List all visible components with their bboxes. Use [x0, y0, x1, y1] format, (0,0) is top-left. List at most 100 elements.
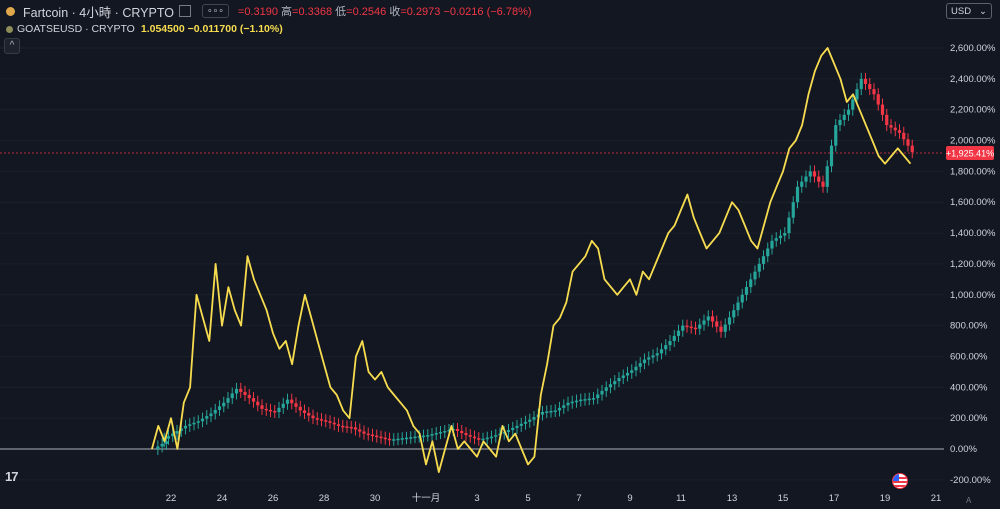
candle-body	[358, 429, 362, 432]
candle-body	[897, 130, 902, 133]
candle-body	[379, 436, 383, 439]
candle-body	[455, 428, 460, 432]
candle-body	[783, 233, 787, 236]
change-value: −0.0216 (−6.78%)	[443, 6, 532, 18]
candle-body	[307, 413, 311, 416]
candle-body	[196, 421, 200, 423]
candle-body	[770, 240, 774, 249]
candle-body	[706, 316, 710, 321]
candle-body	[808, 171, 812, 177]
candle-body	[506, 429, 511, 433]
candle-body	[676, 330, 681, 336]
candle-body	[230, 393, 234, 399]
candle-body	[893, 127, 897, 131]
candle-body	[200, 418, 205, 422]
candle-body	[417, 436, 421, 438]
candle-body	[485, 437, 489, 440]
more-options-button[interactable]: ∘∘∘	[201, 4, 229, 18]
candle-body	[328, 421, 332, 423]
candle-body	[213, 409, 217, 414]
candle-body	[685, 325, 689, 328]
candle-body	[387, 438, 392, 441]
x-tick-label: 13	[727, 493, 738, 504]
candle-body	[192, 422, 196, 425]
candle-body	[715, 321, 719, 327]
symbol-title[interactable]: Fartcoin · 4小時 · CRYPTO	[23, 5, 174, 20]
candle-body	[821, 181, 825, 187]
candle-body	[477, 438, 481, 440]
candle-body	[719, 326, 723, 332]
candle-body	[234, 388, 239, 394]
candle-body	[413, 436, 417, 439]
time-axis[interactable]: 22 24 26 28 30 十一月 3 5 7 9 11 13 15 17 19 21	[166, 492, 942, 504]
candle-body	[838, 119, 842, 126]
compare-value: 1.054500 −0.011700 (−1.10%)	[140, 23, 283, 35]
candle-body	[642, 359, 647, 364]
compare-symbol-icon	[6, 25, 13, 33]
chevron-down-icon: ⌄	[979, 5, 987, 17]
candle-body	[205, 416, 209, 419]
candle-body	[447, 429, 451, 432]
candle-body	[817, 176, 821, 182]
high-value: =0.3368	[292, 6, 333, 18]
candle-body	[383, 437, 387, 440]
candle-body	[392, 439, 396, 441]
x-tick-label: 28	[319, 493, 330, 504]
candle-body	[630, 370, 634, 373]
candle-body	[591, 398, 596, 400]
candle-body	[583, 399, 587, 401]
candle-body	[370, 434, 375, 437]
candle-body	[574, 400, 579, 403]
candle-body	[638, 363, 642, 367]
x-tick-label: 26	[268, 493, 279, 504]
candle-body	[651, 355, 655, 358]
candle-body	[160, 443, 164, 447]
candle-body	[702, 320, 706, 325]
tradingview-logo-icon[interactable]: 17	[5, 469, 19, 484]
y-tick-label: -200.00%	[950, 475, 991, 486]
candle-body	[362, 431, 366, 434]
candle-body	[179, 428, 183, 432]
auto-scale-button[interactable]: A	[966, 496, 972, 505]
candle-body	[732, 310, 736, 318]
candle-body	[889, 125, 893, 128]
y-tick-label: 0.00%	[950, 444, 977, 455]
candle-body	[264, 408, 268, 411]
candle-body	[668, 341, 672, 346]
currency-select[interactable]: USD ⌄	[946, 3, 992, 19]
x-tick-label: 7	[576, 493, 581, 504]
symbol-legend[interactable]: Fartcoin · 4小時 · CRYPTO ∘∘∘ =0.3190 高=0.…	[6, 2, 532, 20]
candle-body	[375, 435, 379, 438]
candle-body	[791, 202, 795, 218]
candle-body	[472, 436, 477, 439]
compare-legend[interactable]: GOATSEUSD · CRYPTO 1.054500 −0.011700 (−…	[6, 20, 283, 38]
x-tick-label: 19	[880, 493, 891, 504]
candle-body	[744, 287, 749, 295]
x-tick-label: 11	[676, 493, 686, 504]
candle-body	[156, 446, 160, 449]
x-tick-label: 十一月	[412, 492, 441, 504]
open-label: =	[237, 6, 245, 18]
candle-body	[608, 384, 613, 388]
x-tick-label: 24	[217, 493, 228, 504]
us-flag-icon[interactable]	[892, 473, 908, 489]
currency-label: USD	[951, 5, 972, 17]
y-tick-label: 2,200.00%	[950, 105, 996, 116]
candle-body	[494, 435, 498, 437]
y-tick-label: 2,600.00%	[950, 43, 996, 54]
candle-body	[859, 78, 863, 90]
candle-body	[528, 419, 532, 422]
collapse-legend-button[interactable]: ^	[4, 38, 20, 54]
candle-body	[600, 390, 604, 395]
y-tick-label: 1,000.00%	[950, 290, 996, 301]
candle-body	[409, 437, 413, 439]
candle-body	[863, 78, 868, 84]
candle-body	[851, 99, 855, 110]
candle-body	[757, 263, 761, 272]
candle-body	[532, 417, 536, 420]
price-axis[interactable]: 2,600.00% 2,400.00% 2,200.00% 2,000.00% 1,80…	[950, 43, 996, 486]
symbol-logo-icon	[6, 6, 15, 16]
compare-symbol[interactable]: GOATSEUSD · CRYPTO	[17, 23, 135, 35]
candle-body	[226, 398, 230, 403]
